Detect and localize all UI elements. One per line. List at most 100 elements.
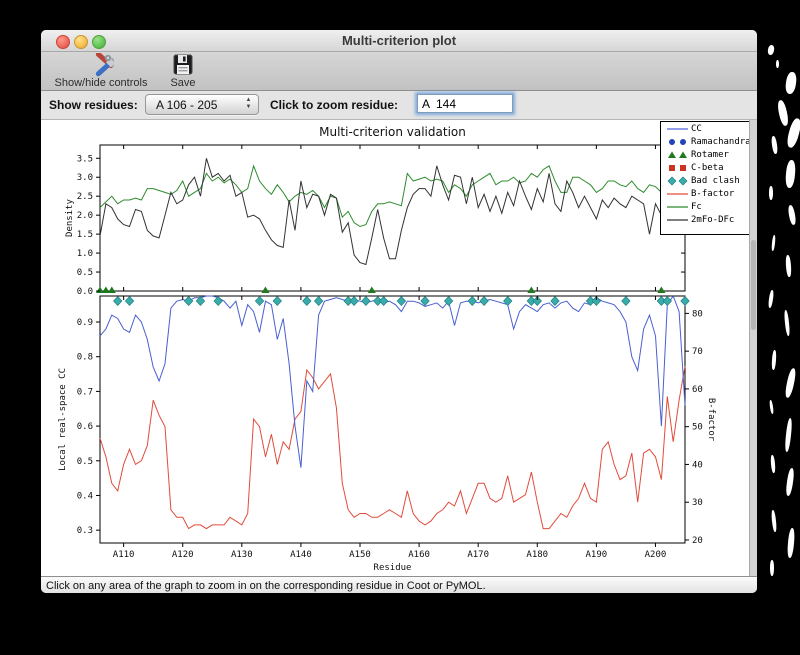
show-hide-controls-button[interactable]: Show/hide controls	[47, 53, 155, 89]
legend-entry: Bad clash	[661, 174, 751, 187]
bad-clash-marker	[183, 295, 194, 307]
bfactor-tick-label: 20	[692, 536, 703, 546]
bad-clash-marker	[213, 295, 223, 307]
save-button[interactable]: Save	[161, 53, 205, 89]
density-tick-label: 1.0	[77, 249, 93, 259]
legend-label: C-beta	[691, 162, 724, 173]
plot-title: Multi-criterion validation	[319, 125, 466, 139]
bad-clash-marker	[349, 295, 359, 307]
bfactor-axis-label: B-factor	[706, 398, 716, 442]
legend-label: 2mFo-DFc	[691, 214, 735, 225]
density-tick-label: 2.0	[77, 211, 93, 221]
zoom-residue-input[interactable]	[417, 94, 513, 113]
bad-clash-marker	[302, 295, 312, 307]
cc-tick-label: 0.3	[77, 526, 93, 536]
controls-row: Show residues: A 106 - 205 ▲ ▼ Click to z…	[41, 91, 757, 120]
bfactor-tick-label: 60	[692, 385, 703, 395]
density-tick-label: 0.5	[77, 268, 93, 278]
zoom-button[interactable]	[92, 35, 106, 49]
save-label: Save	[170, 77, 196, 89]
close-button[interactable]	[56, 35, 70, 49]
plot-canvas: A110 A120 A130 A140 A150 A160 A170 A180 A190 A200…	[41, 120, 757, 576]
cc-tick-label: 0.9	[77, 318, 93, 328]
bad-clash-marker	[662, 295, 672, 307]
density-tick-label: 3.5	[77, 154, 93, 164]
status-bar: Click on any area of the graph to zoom i…	[41, 576, 757, 593]
legend-entry: 2mFo-DFc	[661, 213, 751, 226]
legend-symbol-squares-icon	[669, 164, 686, 171]
minimize-button[interactable]	[74, 35, 88, 49]
bad-clash-marker	[443, 295, 454, 307]
legend-label: Fc	[691, 201, 702, 212]
x-tick-label: A110	[113, 550, 135, 560]
series-line	[99, 294, 686, 468]
show-hide-controls-label: Show/hide controls	[54, 77, 148, 89]
show-residues-dropdown[interactable]: A 106 - 205 ▲ ▼	[145, 94, 259, 115]
legend-entry: Fc	[661, 200, 751, 213]
cc-tick-label: 0.4	[77, 491, 93, 501]
dropdown-stepper-icon: ▲ ▼	[245, 97, 252, 110]
legend-entry: Ramachandran	[661, 135, 756, 148]
bfactor-tick-label: 40	[692, 460, 703, 470]
bad-clash-marker	[621, 295, 631, 307]
multi-criterion-plot[interactable]: A110 A120 A130 A140 A150 A160 A170 A180 A190 A200…	[41, 120, 757, 576]
density-axis-label: Density	[65, 198, 75, 237]
show-residues-label: Show residues:	[49, 98, 138, 112]
bad-clash-marker	[195, 295, 206, 307]
x-tick-label: A130	[231, 550, 253, 560]
legend-symbol-line-icon	[667, 127, 688, 130]
legend-symbol-line-icon	[667, 218, 688, 221]
bfactor-tick-label: 80	[692, 309, 703, 319]
legend-symbol-triangles-icon	[668, 151, 687, 158]
x-tick-label: A170	[467, 550, 489, 560]
legend-entry: CC	[661, 122, 751, 135]
cc-tick-label: 0.7	[77, 387, 93, 397]
toolbar: Show/hide controls Save	[41, 52, 757, 91]
rotamer-outlier-marker	[527, 286, 536, 293]
bad-clash-marker	[124, 295, 135, 307]
series-line	[99, 366, 686, 530]
bad-clash-marker	[272, 295, 282, 307]
density-tick-label: 1.5	[77, 230, 93, 240]
title-bar[interactable]: Multi-criterion plot	[41, 30, 757, 52]
show-residues-value: A 106 - 205	[156, 98, 218, 112]
bad-clash-marker	[479, 295, 489, 307]
rotamer-outlier-marker	[107, 286, 116, 293]
rotamer-outlier-marker	[101, 286, 110, 293]
bad-clash-marker	[680, 295, 690, 307]
x-tick-label: A120	[172, 550, 194, 560]
rotamer-outlier-marker	[657, 286, 666, 293]
cc-bfactor-axes[interactable]	[99, 295, 686, 544]
app-window: Multi-criterion plot Show/hide controls	[41, 30, 757, 593]
legend-entry: Rotamer	[661, 148, 751, 161]
save-floppy-icon	[173, 54, 193, 75]
bad-clash-marker	[113, 295, 123, 307]
legend-label: Ramachandran	[691, 136, 757, 147]
bad-clash-marker	[467, 295, 477, 307]
cc-tick-label: 0.5	[77, 457, 93, 467]
legend-label: CC	[691, 123, 702, 134]
series-line	[99, 158, 686, 266]
bad-clash-marker	[313, 295, 324, 307]
x-tick-label: A160	[408, 550, 430, 560]
scrollbar-thumb[interactable]	[751, 240, 756, 330]
legend-entry: B-factor	[661, 187, 751, 200]
x-axis-label: Residue	[374, 563, 412, 573]
x-tick-label: A200	[645, 550, 667, 560]
density-axes[interactable]	[99, 144, 686, 292]
x-tick-label: A150	[349, 550, 371, 560]
scrollbar[interactable]	[749, 120, 757, 576]
cc-tick-label: 0.6	[77, 422, 93, 432]
bad-clash-marker	[503, 295, 513, 307]
legend-symbol-dots-icon	[669, 138, 686, 145]
bad-clash-marker	[254, 295, 265, 307]
x-tick-label: A180	[526, 550, 548, 560]
cc-axis-label: Local real-space CC	[58, 368, 68, 471]
window-title: Multi-criterion plot	[341, 33, 457, 48]
bad-clash-marker	[361, 295, 371, 307]
bad-clash-marker	[378, 295, 389, 307]
x-tick-label: A140	[290, 550, 312, 560]
plot-legend: CC Ramachandran Rotamer C-beta Bad clash B-fa…	[660, 121, 756, 235]
legend-symbol-line-icon	[667, 192, 688, 195]
